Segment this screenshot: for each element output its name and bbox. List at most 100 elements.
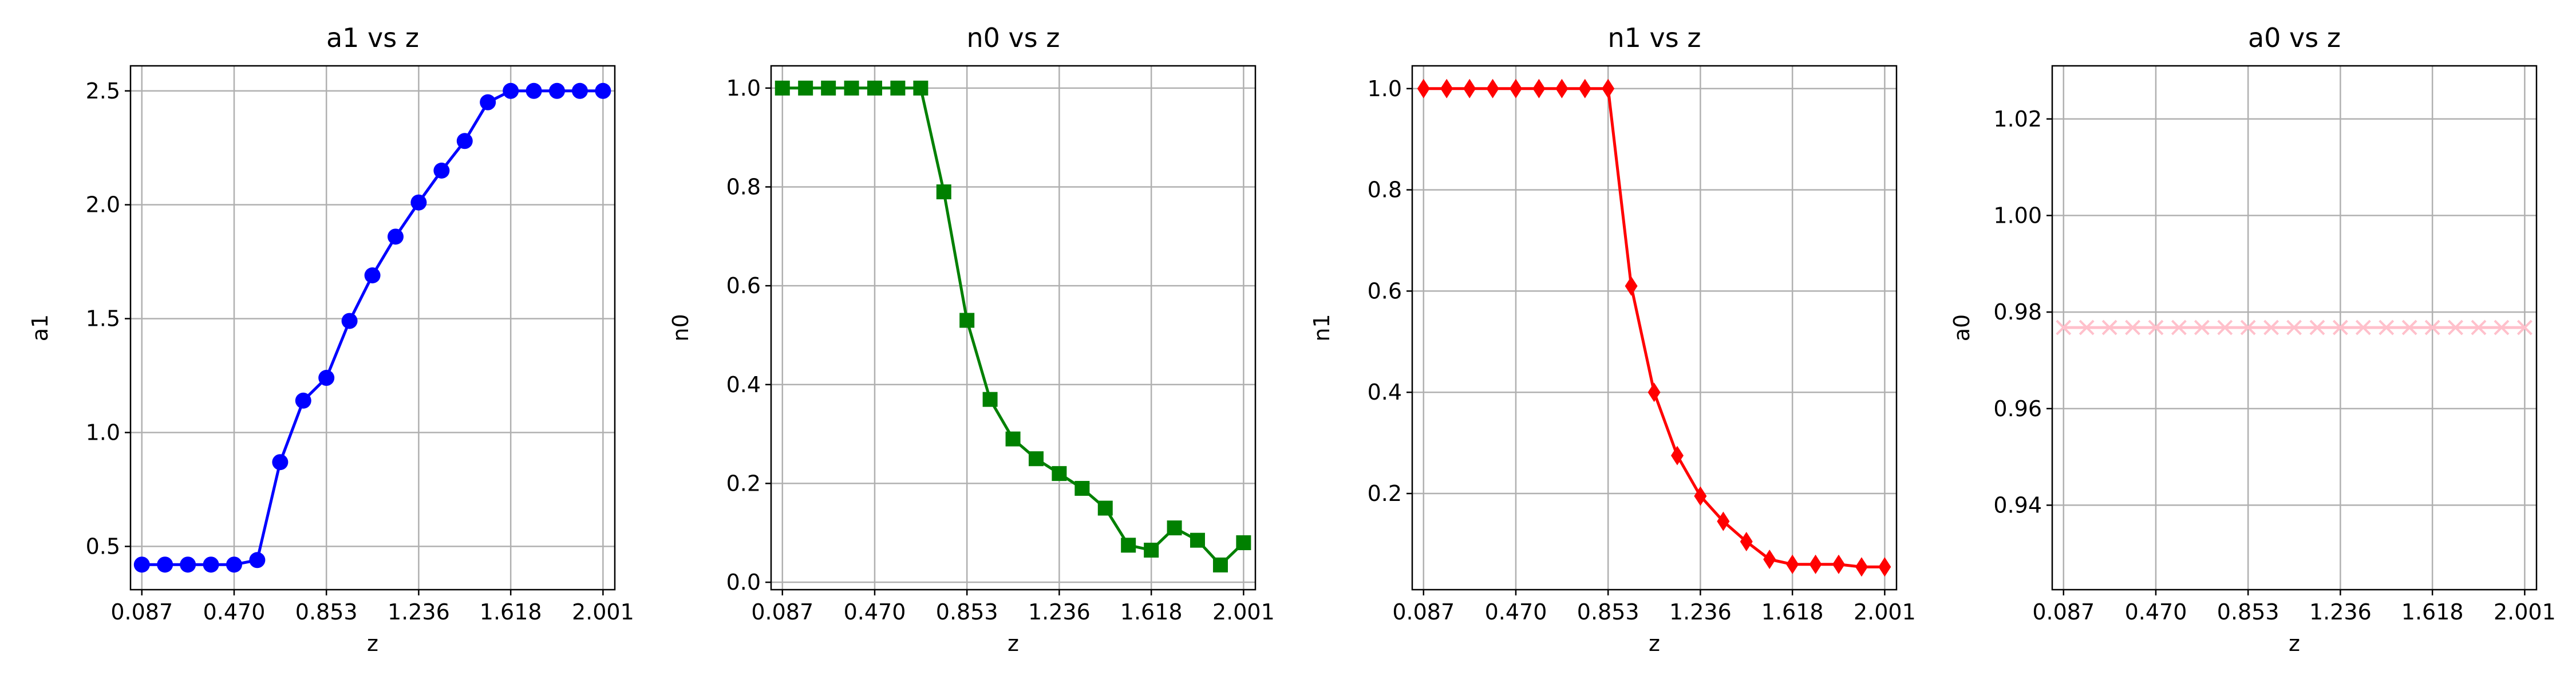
data-point [1786, 554, 1799, 574]
data-point [867, 80, 882, 96]
y-tick-label: 1.0 [726, 76, 761, 101]
data-point [1440, 78, 1453, 98]
series-line [782, 86, 1245, 567]
data-point [2332, 319, 2348, 335]
chart-title: a0 vs z [2248, 22, 2341, 53]
chart-panel-4: 0.087 0.470 0.853 1.236 1.618 2.001 0.94 0.96 0.… [1949, 22, 2556, 656]
data-point [2263, 319, 2279, 335]
data-point [2217, 319, 2233, 335]
data-point [2379, 319, 2395, 335]
y-tick-label: 0.2 [726, 471, 761, 496]
axes-frame [770, 65, 1257, 591]
x-tick-label: 0.853 [1577, 599, 1639, 625]
x-tick-label: 0.087 [2032, 599, 2095, 625]
data-point [1486, 78, 1499, 98]
data-point [1647, 382, 1661, 402]
data-point [203, 556, 219, 573]
data-point [1694, 486, 1707, 506]
data-point [1463, 78, 1476, 98]
data-point [503, 82, 519, 99]
data-point [2424, 319, 2440, 335]
data-point [364, 267, 381, 283]
x-tick-label: 2.001 [2494, 599, 2556, 625]
data-point [2101, 319, 2117, 335]
data-point [2516, 319, 2532, 335]
data-point [913, 80, 929, 96]
data-point [821, 80, 836, 96]
data-point [1074, 481, 1090, 496]
data-point [1878, 557, 1891, 577]
data-point [2494, 319, 2510, 335]
x-tick-label: 1.236 [388, 599, 450, 625]
y-axis-label: n1 [1309, 314, 1334, 341]
axes-frame [129, 65, 616, 591]
data-point [2448, 319, 2463, 335]
x-tick-label: 0.470 [844, 599, 906, 625]
data-point [2148, 319, 2164, 335]
data-point [1097, 500, 1113, 516]
data-point [844, 80, 859, 96]
y-tick-label: 0.98 [1993, 299, 2042, 325]
data-point [1717, 511, 1730, 531]
x-tick-label: 0.470 [1485, 599, 1547, 625]
data-point [1602, 78, 1615, 98]
data-point [1809, 554, 1822, 574]
data-point [982, 392, 998, 407]
data-point [1855, 557, 1868, 577]
x-tick-label: 2.001 [1854, 599, 1916, 625]
y-axis-label: n0 [668, 314, 693, 341]
x-tick-label: 2.001 [572, 599, 634, 625]
data-point [1212, 557, 1228, 572]
data-point [2309, 319, 2325, 335]
data-point [157, 556, 173, 573]
x-tick-label: 1.236 [1669, 599, 1732, 625]
chart-panel-3: 0.087 0.470 0.853 1.236 1.618 2.001 0.2 0.4 0.6 0… [1309, 22, 1916, 656]
data-point [2286, 319, 2302, 335]
data-point [571, 82, 588, 99]
y-tick-label: 0.8 [1368, 177, 1402, 203]
x-tick-label: 1.618 [1120, 599, 1183, 625]
series-line [1423, 87, 1885, 568]
y-tick-label: 0.4 [726, 372, 761, 397]
data-point [180, 556, 196, 573]
y-tick-label: 1.00 [1993, 203, 2042, 228]
data-point [2171, 319, 2187, 335]
data-point [798, 80, 813, 96]
y-tick-label: 0.4 [1368, 380, 1402, 405]
y-tick-label: 1.0 [1368, 76, 1402, 101]
data-point [890, 80, 906, 96]
y-tick-label: 0.2 [1368, 481, 1402, 506]
data-point [1740, 532, 1753, 552]
data-point [775, 80, 790, 96]
data-point [295, 392, 311, 409]
y-axis-label: a1 [27, 314, 53, 341]
y-tick-label: 2.5 [86, 78, 120, 104]
y-tick-label: 1.0 [86, 420, 120, 445]
x-axis-label: z [1649, 631, 1660, 656]
data-point [1555, 78, 1568, 98]
x-tick-label: 1.618 [480, 599, 542, 625]
y-tick-label: 0.8 [726, 174, 761, 199]
data-point [2079, 319, 2095, 335]
x-tick-label: 0.087 [751, 599, 813, 625]
x-tick-label: 0.853 [936, 599, 998, 625]
axes-frame [1411, 65, 1898, 591]
data-point [1028, 451, 1044, 467]
y-tick-label: 0.0 [726, 570, 761, 595]
data-point [2240, 319, 2256, 335]
x-axis-label: z [1008, 631, 1019, 656]
data-point [480, 94, 496, 110]
data-point [249, 552, 266, 568]
x-tick-label: 0.470 [203, 599, 266, 625]
data-point [226, 556, 242, 573]
series-line [141, 89, 603, 566]
x-tick-label: 1.236 [2309, 599, 2372, 625]
x-tick-label: 1.618 [2401, 599, 2464, 625]
x-axis-label: z [2289, 631, 2300, 656]
chart-panel-2: 0.087 0.470 0.853 1.236 1.618 2.001 0.0 0.2 0.4 0… [668, 22, 1275, 656]
data-point [1532, 78, 1546, 98]
y-tick-label: 0.5 [86, 534, 120, 559]
data-point [133, 556, 150, 573]
data-point [936, 184, 951, 200]
